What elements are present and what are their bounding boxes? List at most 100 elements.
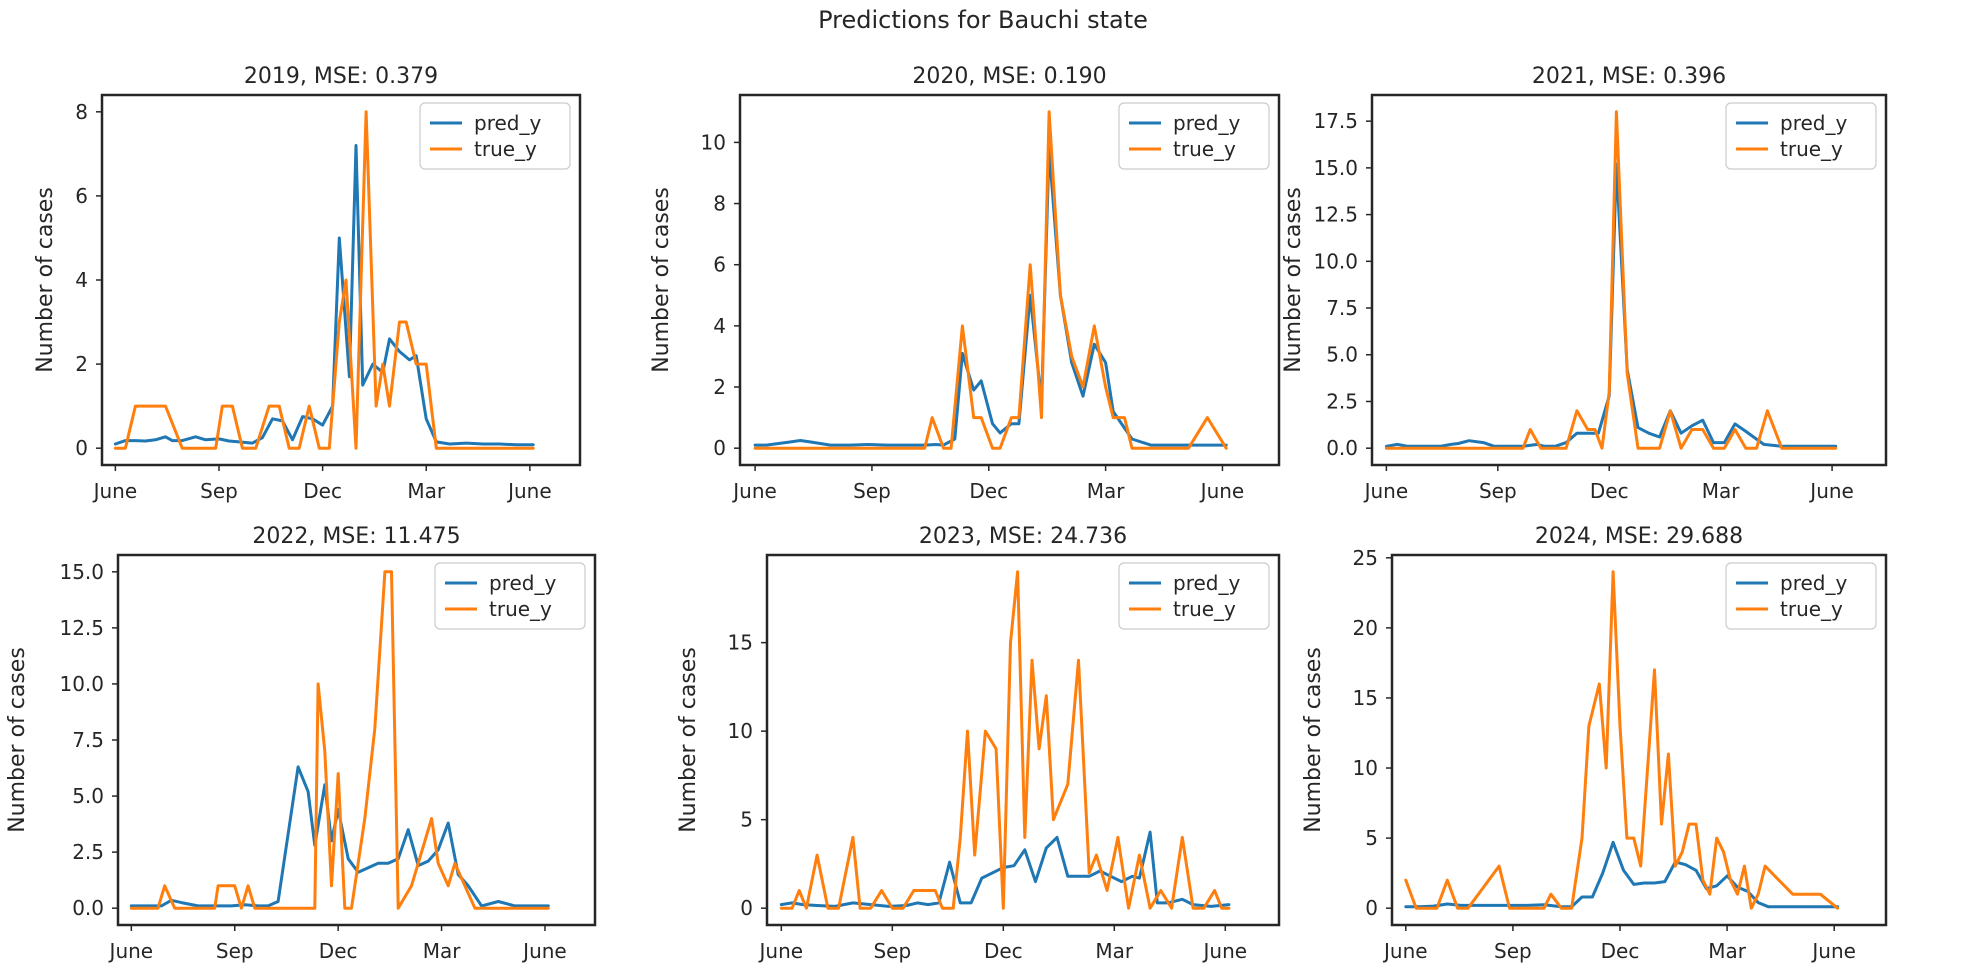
y-tick-label: 0 xyxy=(75,436,88,460)
y-tick-label: 0 xyxy=(713,436,726,460)
y-tick-label: 7.5 xyxy=(72,728,104,752)
y-tick-label: 15 xyxy=(728,631,753,655)
legend-label-pred_y: pred_y xyxy=(489,571,556,595)
y-axis-label: Number of cases xyxy=(1301,647,1326,833)
y-tick-label: 8 xyxy=(75,100,88,124)
subplot-title: 2023, MSE: 24.736 xyxy=(919,524,1127,549)
y-tick-label: 8 xyxy=(713,192,726,216)
y-tick-label: 0 xyxy=(1365,896,1378,920)
x-tick-label: June xyxy=(1363,479,1409,503)
x-tick-label: Mar xyxy=(1087,479,1126,503)
x-tick-label: Sep xyxy=(853,479,891,503)
legend-label-pred_y: pred_y xyxy=(1173,111,1240,135)
y-axis-label: Number of cases xyxy=(1281,187,1306,373)
x-tick-label: Dec xyxy=(319,939,358,963)
y-tick-label: 17.5 xyxy=(1313,109,1358,133)
x-tick-label: Mar xyxy=(407,479,446,503)
x-tick-label: Mar xyxy=(1095,939,1134,963)
y-tick-label: 20 xyxy=(1353,616,1378,640)
x-tick-label: Dec xyxy=(969,479,1008,503)
legend: pred_ytrue_y xyxy=(420,103,570,169)
subplot-title: 2021, MSE: 0.396 xyxy=(1532,64,1726,89)
y-axis-label: Number of cases xyxy=(676,647,701,833)
x-tick-label: June xyxy=(1202,939,1248,963)
x-tick-label: June xyxy=(731,479,777,503)
x-tick-label: Dec xyxy=(1590,479,1629,503)
y-tick-label: 15.0 xyxy=(1313,156,1358,180)
x-tick-label: Dec xyxy=(1601,939,1640,963)
subplot-6: 2024, MSE: 29.688 0 5 10 15 20 25 June Sep Dec Mar… xyxy=(1301,524,1886,963)
series-line-pred_y xyxy=(755,149,1226,446)
x-tick-label: Sep xyxy=(1479,479,1517,503)
y-tick-label: 10 xyxy=(701,130,726,154)
x-tick-label: June xyxy=(1382,939,1428,963)
x-tick-label: Mar xyxy=(1702,479,1741,503)
series-line-pred_y xyxy=(115,146,533,445)
x-tick-label: Dec xyxy=(984,939,1023,963)
legend-label-true_y: true_y xyxy=(1173,137,1236,161)
legend-label-true_y: true_y xyxy=(1780,597,1843,621)
legend-label-pred_y: pred_y xyxy=(1780,571,1847,595)
legend-label-pred_y: pred_y xyxy=(1173,571,1240,595)
legend-label-pred_y: pred_y xyxy=(474,111,541,135)
x-tick-label: Sep xyxy=(200,479,238,503)
x-tick-label: Dec xyxy=(303,479,342,503)
subplot-4: 2022, MSE: 11.4750.02.55.07.510.012.515.… xyxy=(5,524,595,963)
y-tick-label: 12.5 xyxy=(1313,203,1358,227)
y-tick-label: 5.0 xyxy=(72,784,104,808)
y-tick-label: 15 xyxy=(1353,686,1378,710)
subplot-title: 2020, MSE: 0.190 xyxy=(912,64,1106,89)
x-tick-label: Mar xyxy=(423,939,462,963)
y-tick-label: 4 xyxy=(75,268,88,292)
y-tick-label: 0.0 xyxy=(1326,436,1358,460)
y-tick-label: 10.0 xyxy=(59,672,104,696)
x-tick-label: Sep xyxy=(873,939,911,963)
y-tick-label: 0 xyxy=(740,896,753,920)
x-tick-label: June xyxy=(1199,479,1245,503)
x-tick-label: June xyxy=(758,939,804,963)
x-tick-label: Sep xyxy=(216,939,254,963)
x-tick-label: June xyxy=(521,939,567,963)
y-axis-label: Number of cases xyxy=(5,647,30,833)
x-tick-label: Sep xyxy=(1494,939,1532,963)
y-tick-label: 0.0 xyxy=(72,896,104,920)
y-tick-label: 5 xyxy=(740,808,753,832)
y-tick-label: 12.5 xyxy=(59,616,104,640)
y-tick-label: 7.5 xyxy=(1326,296,1358,320)
x-tick-label: June xyxy=(108,939,154,963)
y-tick-label: 6 xyxy=(713,253,726,277)
y-tick-label: 10.0 xyxy=(1313,249,1358,273)
y-axis-label: Number of cases xyxy=(649,187,674,373)
subplot-1: 2019, MSE: 0.379 0 2 4 6 8 June Sep Dec Mar June Nu… xyxy=(33,64,580,503)
y-tick-label: 2.5 xyxy=(1326,389,1358,413)
subplot-3: 2021, MSE: 0.396 0.0 2.5 5.0 7.5 10.0 12.5 15.0… xyxy=(1281,64,1886,503)
x-tick-label: Mar xyxy=(1708,939,1747,963)
subplot-5: 2023, MSE: 24.736 0 5 10 15 June Sep Dec Mar June… xyxy=(676,524,1279,963)
y-tick-label: 25 xyxy=(1353,546,1378,570)
y-tick-label: 2.5 xyxy=(72,840,104,864)
legend-label-true_y: true_y xyxy=(1780,137,1843,161)
subplot-title: 2019, MSE: 0.379 xyxy=(244,64,438,89)
legend-label-true_y: true_y xyxy=(489,597,552,621)
x-tick-label: June xyxy=(1808,479,1854,503)
x-tick-label: June xyxy=(506,479,552,503)
subplot-title: 2022, MSE: 11.475 xyxy=(252,524,460,549)
y-tick-label: 2 xyxy=(713,375,726,399)
y-tick-label: 5.0 xyxy=(1326,343,1358,367)
legend-label-true_y: true_y xyxy=(1173,597,1236,621)
y-tick-label: 6 xyxy=(75,184,88,208)
y-tick-label: 4 xyxy=(713,314,726,338)
subplot-2: 2020, MSE: 0.190 0 2 4 6 8 10 June Sep Dec Mar June… xyxy=(649,64,1279,503)
y-tick-label: 10 xyxy=(728,719,753,743)
x-tick-label: June xyxy=(1810,939,1856,963)
x-tick-label: June xyxy=(92,479,138,503)
y-tick-label: 2 xyxy=(75,352,88,376)
y-tick-label: 5 xyxy=(1365,826,1378,850)
y-axis-label: Number of cases xyxy=(33,187,58,373)
